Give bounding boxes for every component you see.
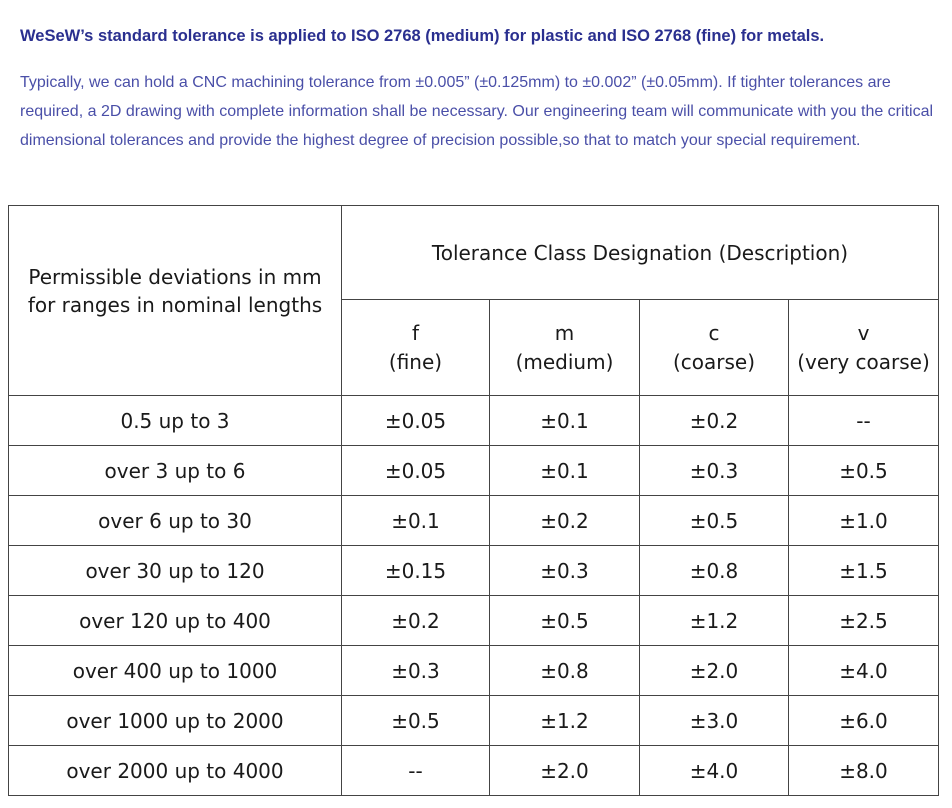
- value-cell-v: ±4.0: [788, 645, 939, 696]
- value-cell-v: ±8.0: [788, 745, 939, 796]
- value-cell-m: ±0.1: [489, 395, 640, 446]
- class-header-c: c (coarse): [639, 299, 789, 396]
- value-cell-c: ±4.0: [639, 745, 789, 796]
- value-cell-m: ±1.2: [489, 695, 640, 746]
- table-row: over 400 up to 1000 ±0.3 ±0.8 ±2.0 ±4.0: [8, 645, 939, 696]
- class-desc: (medium): [515, 349, 614, 374]
- value-cell-m: ±0.5: [489, 595, 640, 646]
- value-cell-f: ±0.3: [341, 645, 490, 696]
- class-header-m: m (medium): [489, 299, 640, 396]
- value-cell-c: ±3.0: [639, 695, 789, 746]
- value-cell-m: ±0.1: [489, 445, 640, 496]
- value-cell-m: ±0.8: [489, 645, 640, 696]
- class-desc: (coarse): [672, 349, 756, 374]
- value-cell-v: ±1.0: [788, 495, 939, 546]
- range-header-line2: for ranges in nominal lengths: [27, 292, 323, 317]
- class-code: f: [411, 320, 420, 345]
- class-header-f: f (fine): [341, 299, 490, 396]
- table-row: over 1000 up to 2000 ±0.5 ±1.2 ±3.0 ±6.0: [8, 695, 939, 746]
- table-row: over 30 up to 120 ±0.15 ±0.3 ±0.8 ±1.5: [8, 545, 939, 596]
- tolerance-table: Permissible deviations in mm for ranges …: [8, 205, 939, 796]
- range-cell: over 6 up to 30: [8, 495, 342, 546]
- value-cell-c: ±0.2: [639, 395, 789, 446]
- value-cell-m: ±0.2: [489, 495, 640, 546]
- value-cell-m: ±0.3: [489, 545, 640, 596]
- table-row: over 3 up to 6 ±0.05 ±0.1 ±0.3 ±0.5: [8, 445, 939, 496]
- headline: WeSeW’s standard tolerance is applied to…: [20, 27, 825, 45]
- value-cell-c: ±0.3: [639, 445, 789, 496]
- value-cell-f: ±0.05: [341, 395, 490, 446]
- value-cell-f: ±0.15: [341, 545, 490, 596]
- value-cell-c: ±2.0: [639, 645, 789, 696]
- class-code: v: [857, 320, 870, 345]
- range-cell: over 120 up to 400: [8, 595, 342, 646]
- value-cell-v: ±6.0: [788, 695, 939, 746]
- range-header-line1: Permissible deviations in mm: [28, 264, 322, 289]
- range-column-header: Permissible deviations in mm for ranges …: [8, 205, 342, 396]
- range-cell: over 400 up to 1000: [8, 645, 342, 696]
- table-row: over 2000 up to 4000 -- ±2.0 ±4.0 ±8.0: [8, 745, 939, 796]
- tolerance-class-group-header: Tolerance Class Designation (Description…: [341, 205, 939, 300]
- range-cell: over 30 up to 120: [8, 545, 342, 596]
- value-cell-f: --: [341, 745, 490, 796]
- intro-paragraph: Typically, we can hold a CNC machining t…: [20, 74, 934, 149]
- value-cell-c: ±0.5: [639, 495, 789, 546]
- value-cell-m: ±2.0: [489, 745, 640, 796]
- value-cell-c: ±0.8: [639, 545, 789, 596]
- table-row: 0.5 up to 3 ±0.05 ±0.1 ±0.2 --: [8, 395, 939, 446]
- value-cell-f: ±0.05: [341, 445, 490, 496]
- class-desc: (fine): [388, 349, 443, 374]
- table-row: over 120 up to 400 ±0.2 ±0.5 ±1.2 ±2.5: [8, 595, 939, 646]
- class-code: m: [554, 320, 575, 345]
- value-cell-f: ±0.2: [341, 595, 490, 646]
- value-cell-v: ±1.5: [788, 545, 939, 596]
- value-cell-c: ±1.2: [639, 595, 789, 646]
- range-cell: over 3 up to 6: [8, 445, 342, 496]
- value-cell-f: ±0.1: [341, 495, 490, 546]
- class-code: c: [708, 320, 720, 345]
- value-cell-f: ±0.5: [341, 695, 490, 746]
- table-row: over 6 up to 30 ±0.1 ±0.2 ±0.5 ±1.0: [8, 495, 939, 546]
- value-cell-v: ±2.5: [788, 595, 939, 646]
- value-cell-v: ±0.5: [788, 445, 939, 496]
- range-cell: over 1000 up to 2000: [8, 695, 342, 746]
- range-cell: 0.5 up to 3: [8, 395, 342, 446]
- class-desc: (very coarse): [797, 349, 930, 374]
- range-cell: over 2000 up to 4000: [8, 745, 342, 796]
- value-cell-v: --: [788, 395, 939, 446]
- class-header-v: v (very coarse): [788, 299, 939, 396]
